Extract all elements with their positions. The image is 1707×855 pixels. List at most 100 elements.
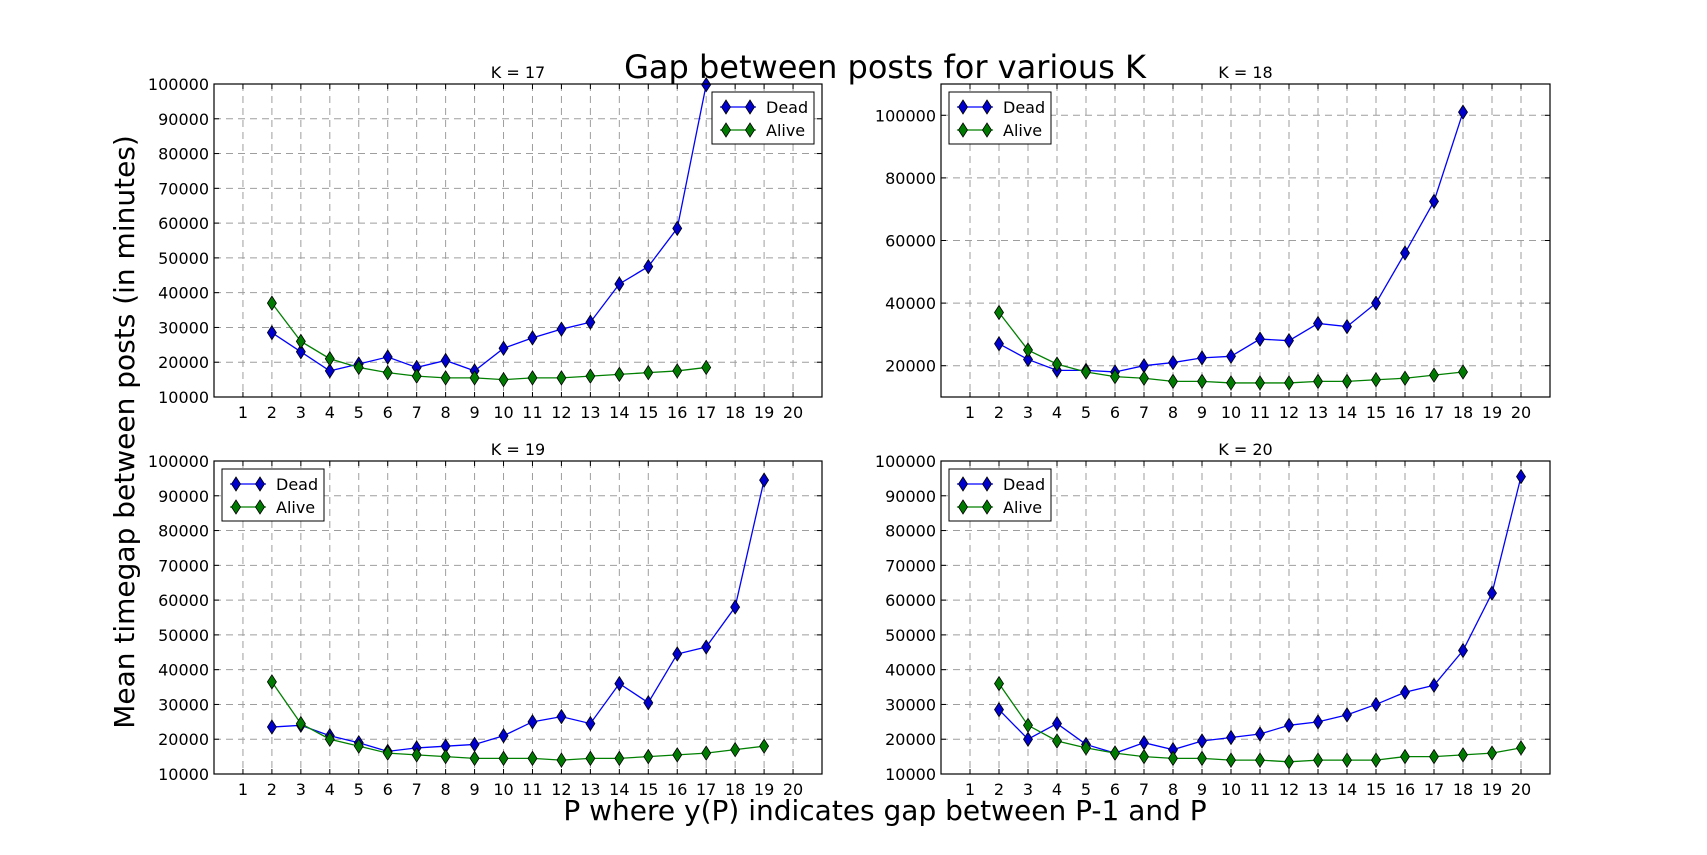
data-point-dead	[324, 363, 335, 379]
data-point-alive	[498, 371, 509, 388]
y-tick-label: 40000	[158, 661, 209, 680]
legend-marker-dead	[745, 99, 755, 115]
y-tick-label: 20000	[158, 730, 209, 749]
x-tick-label: 1	[965, 780, 975, 799]
y-tick-label: 90000	[885, 487, 936, 506]
subplot-1: 1 2 3 4 5 6 7 8 9 10 11 12 13 14 15 16 17 18 19 20100002000…	[148, 63, 823, 422]
plot-frame	[940, 83, 1551, 398]
data-point-dead	[1342, 318, 1352, 335]
data-point-alive	[1400, 748, 1410, 765]
y-tick-label: 60000	[158, 591, 209, 610]
data-point-alive	[1429, 748, 1439, 765]
x-tick-label: 9	[469, 403, 479, 422]
data-point-dead	[1313, 315, 1323, 332]
data-point-alive	[469, 750, 480, 767]
legend-marker-dead	[982, 99, 992, 115]
x-tick-label: 3	[296, 780, 306, 799]
series-dead	[266, 472, 770, 760]
data-point-dead	[1313, 714, 1323, 730]
legend-marker-alive	[255, 499, 265, 515]
y-tick-label: 80000	[885, 522, 936, 541]
y-tick-label: 50000	[158, 626, 209, 645]
data-point-dead	[643, 258, 654, 275]
x-tick-label: 16	[667, 780, 687, 799]
data-point-alive	[324, 731, 335, 747]
data-point-dead	[585, 715, 596, 732]
y-tick-label: 70000	[158, 179, 209, 198]
legend: Dead Alive	[711, 91, 815, 145]
y-tick-label: 80000	[158, 522, 209, 541]
x-tick-label: 6	[1110, 780, 1120, 799]
series-line-dead	[271, 84, 707, 372]
legend-marker-alive	[231, 499, 241, 515]
y-tick-label: 30000	[158, 695, 209, 714]
data-point-dead	[527, 714, 538, 730]
x-tick-label: 8	[441, 403, 451, 422]
x-tick-label: 3	[1023, 403, 1033, 422]
data-point-dead	[498, 728, 509, 744]
legend-label-dead: Dead	[276, 475, 318, 494]
data-point-dead	[994, 701, 1004, 718]
data-point-dead	[382, 349, 393, 365]
series-line-dead	[271, 479, 765, 753]
data-point-alive	[672, 747, 683, 763]
y-tick-label: 40000	[885, 661, 936, 680]
series-alive	[994, 675, 1526, 770]
data-point-alive	[1052, 733, 1062, 749]
data-point-dead	[1371, 696, 1381, 713]
series-line-alive	[271, 302, 707, 381]
data-point-alive	[1139, 370, 1149, 386]
x-tick-label: 13	[580, 780, 600, 799]
x-tick-label: 9	[1197, 780, 1207, 799]
data-point-dead	[295, 344, 306, 360]
x-tick-label: 12	[1279, 780, 1299, 799]
x-tick-label: 5	[1081, 403, 1091, 422]
data-point-alive	[1255, 752, 1265, 768]
x-tick-label: 18	[1453, 403, 1473, 422]
legend-marker-dead	[255, 476, 265, 492]
data-point-alive	[585, 750, 596, 767]
data-point-dead	[643, 694, 654, 711]
subplot-title: K = 17	[491, 63, 545, 82]
legend-marker-alive	[982, 122, 992, 138]
data-point-alive	[556, 370, 567, 386]
legend-marker-dead	[231, 476, 241, 492]
x-tick-label: 19	[1482, 403, 1502, 422]
x-tick-label: 10	[493, 780, 513, 799]
x-tick-label: 19	[754, 780, 774, 799]
x-tick-label: 6	[383, 403, 393, 422]
data-point-alive	[1139, 748, 1149, 765]
data-point-alive	[1255, 375, 1265, 391]
legend-box	[948, 468, 1052, 522]
data-point-alive	[353, 359, 364, 376]
x-tick-label: 17	[696, 780, 716, 799]
x-tick-label: 2	[994, 780, 1004, 799]
x-tick-label: 3	[296, 403, 306, 422]
series-alive	[266, 295, 712, 388]
x-tick-label: 16	[1395, 780, 1415, 799]
data-point-alive	[1371, 372, 1381, 388]
data-point-dead	[266, 719, 277, 735]
x-tick-label: 2	[267, 780, 277, 799]
data-point-alive	[643, 364, 654, 381]
x-tick-label: 13	[1308, 403, 1328, 422]
y-tick-label: 100000	[148, 75, 209, 94]
x-tick-label: 11	[1250, 403, 1270, 422]
x-tick-label: 9	[1197, 403, 1207, 422]
data-point-dead	[1400, 684, 1410, 701]
data-point-alive	[1023, 342, 1033, 358]
data-point-alive	[730, 741, 741, 758]
subplots-container: 1 2 3 4 5 6 7 8 9 10 11 12 13 14 15 16 17 18 19 20100002000…	[148, 63, 1551, 799]
x-tick-label: 18	[725, 403, 745, 422]
legend-label-alive: Alive	[1003, 121, 1042, 140]
x-tick-label: 14	[609, 780, 629, 799]
data-point-dead	[1284, 717, 1294, 734]
x-tick-label: 8	[1168, 780, 1178, 799]
y-tick-label: 90000	[158, 487, 209, 506]
data-point-dead	[1226, 348, 1236, 365]
data-point-dead	[1197, 350, 1207, 366]
series-alive	[994, 304, 1468, 391]
data-point-dead	[672, 646, 683, 662]
data-point-alive	[643, 748, 654, 765]
y-tick-label: 60000	[158, 214, 209, 233]
